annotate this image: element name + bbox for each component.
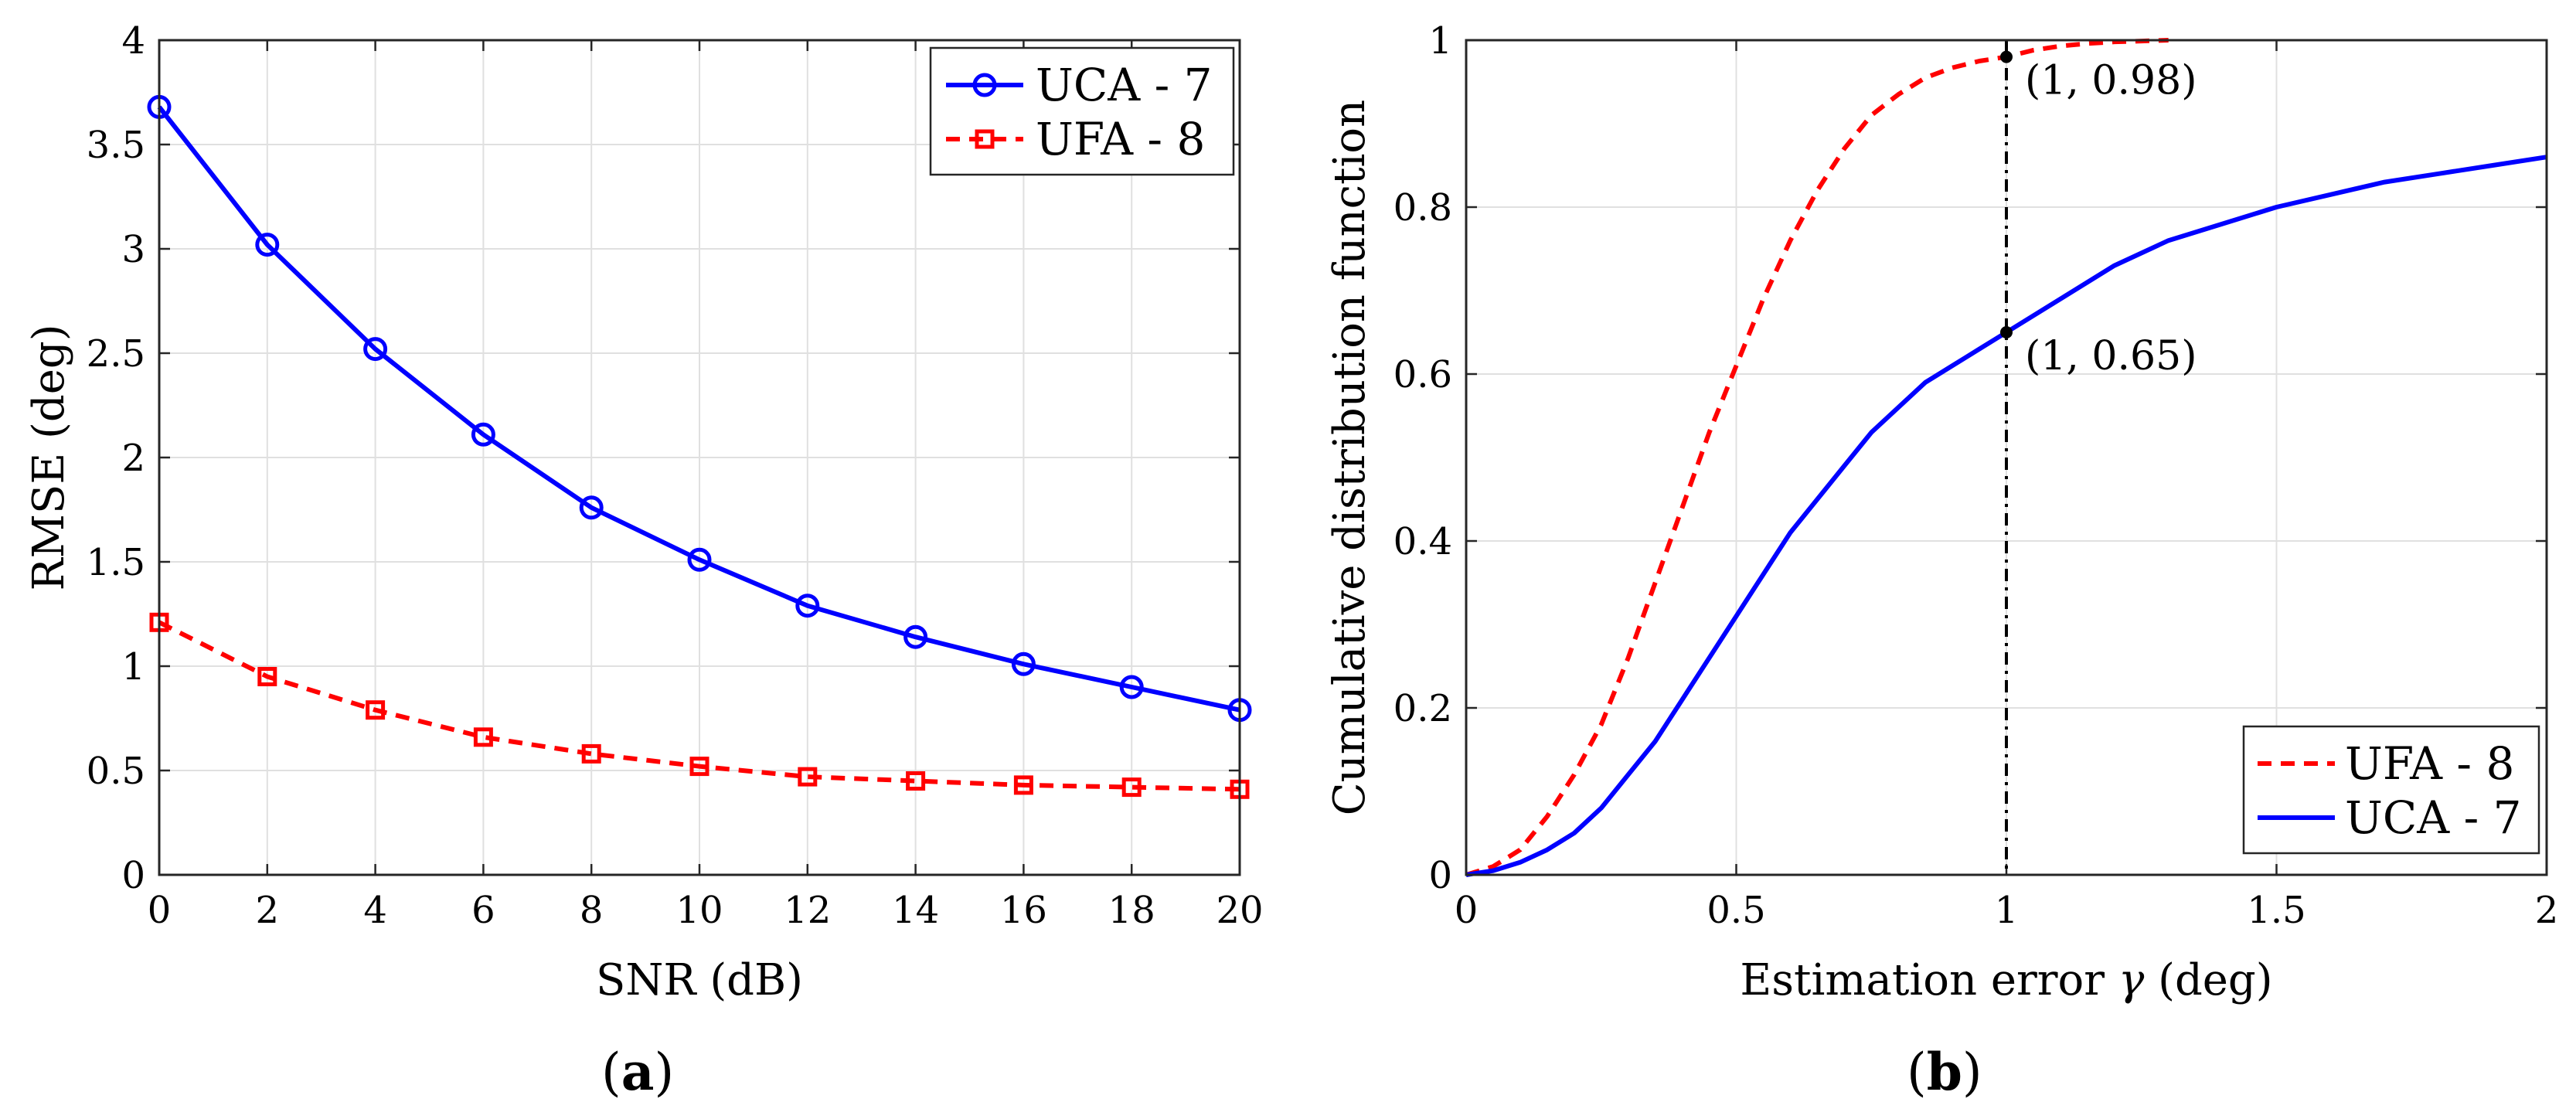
chart-a-ytick-label: 1.5	[87, 541, 145, 584]
chart-b-series-uca-line	[1465, 155, 2547, 877]
chart-a-ytick-label: 0.5	[87, 750, 145, 793]
chart-a-point-uca	[903, 624, 928, 649]
chart-a-legend-label-uca: UCA - 7	[1036, 59, 1213, 111]
chart-a-legend-marker-ufa	[975, 129, 995, 149]
chart-a-series-ufa-line	[158, 620, 1240, 792]
chart-a-ytick-label: 3	[121, 228, 145, 271]
chart-a-xtick-label: 4	[363, 889, 387, 932]
chart-a-ylabel: RMSE (deg)	[24, 324, 74, 590]
chart-a-legend: UCA - 7 UFA - 8	[929, 46, 1235, 176]
chart-a-legend-label-ufa: UFA - 8	[1036, 113, 1205, 165]
chart-a-ytick-label: 3.5	[87, 124, 145, 167]
chart-b-ytick-label: 1	[1428, 19, 1452, 63]
chart-b-tick-labels: 0 0.5 1 1.5 2 0 0.2 0.4 0.6 0.8 1	[1393, 19, 2559, 932]
chart-a-ytick-label: 2.5	[87, 332, 145, 376]
chart-b: (1, 0.98) (1, 0.65) 0 0.5 1 1.5 2 0 0.2 0.4 0.6 0.…	[1325, 19, 2558, 1102]
chart-b-xlabel-symbol: γ	[2118, 955, 2145, 1005]
chart-a-tick-labels: 0 2 4 6 8 10 12 14 16 18 20 0 0.5 1 1.5 2 2.5 3 3.5 4	[87, 19, 1264, 932]
chart-a: 0 2 4 6 8 10 12 14 16 18 20 0 0.5 1 1.5 2 2.5 3 3.5 4 SNR (…	[24, 19, 1264, 1102]
chart-a-point-uca	[471, 422, 495, 447]
chart-a-point-uca	[1011, 651, 1036, 676]
chart-a-legend-marker-uca	[972, 73, 997, 97]
chart-b-xtick-label: 0	[1455, 889, 1479, 932]
chart-b-series	[1465, 38, 2547, 877]
chart-b-panel-letter: b	[1927, 1042, 1962, 1102]
chart-b-series-ufa-line	[1465, 38, 2169, 877]
chart-b-xlabel-unit: (deg)	[2144, 955, 2272, 1005]
chart-b-xtick-label: 1	[1995, 889, 2019, 932]
chart-b-xtick-label: 2	[2535, 889, 2559, 932]
chart-b-annotation-label: (1, 0.98)	[2025, 58, 2197, 104]
chart-a-point-uca	[255, 233, 280, 257]
chart-b-xtick-label: 1.5	[2247, 889, 2305, 932]
chart-a-point-ufa	[581, 743, 601, 764]
chart-b-ytick-label: 0.8	[1393, 186, 1452, 230]
chart-a-point-ufa	[798, 767, 818, 787]
chart-a-series-uca-line	[157, 105, 1240, 713]
chart-a-point-ufa	[257, 667, 277, 686]
chart-b-ytick-label: 0.2	[1393, 687, 1452, 730]
chart-b-annotation-point	[2000, 326, 2013, 338]
chart-b-ylabel: Cumulative distribution function	[1325, 100, 1375, 815]
chart-a-point-ufa	[1013, 775, 1033, 795]
chart-b-annotation-point	[2000, 50, 2013, 63]
chart-a-point-uca	[795, 594, 820, 618]
chart-b-reference: (1, 0.98) (1, 0.65)	[2000, 40, 2197, 875]
chart-b-ytick-label: 0.6	[1393, 353, 1452, 396]
chart-a-ytick-label: 1	[121, 645, 145, 689]
chart-b-panel-label: (b)	[1907, 1042, 1982, 1102]
chart-a-xtick-label: 6	[471, 889, 495, 932]
chart-a-xtick-label: 10	[675, 889, 723, 932]
chart-a-xtick-label: 8	[580, 889, 604, 932]
chart-a-point-ufa	[1121, 777, 1142, 798]
chart-a-point-ufa	[473, 727, 493, 747]
chart-a-point-uca	[1119, 675, 1144, 699]
chart-b-xlabel: Estimation error γ (deg)	[1740, 955, 2272, 1005]
chart-a-xtick-label: 12	[784, 889, 831, 932]
chart-b-legend-label-uca: UCA - 7	[2345, 791, 2522, 844]
chart-a-panel-label: (a)	[601, 1042, 674, 1102]
chart-a-xtick-label: 18	[1108, 889, 1155, 932]
chart-a-point-uca	[363, 337, 388, 362]
chart-a-point-ufa	[689, 757, 710, 777]
chart-b-annotation-label: (1, 0.65)	[2025, 333, 2197, 379]
chart-a-point-ufa	[906, 771, 926, 791]
chart-a-legend-box	[929, 46, 1235, 176]
chart-a-series	[147, 94, 1252, 799]
chart-a-ytick-label: 0	[121, 854, 145, 897]
chart-b-legend: UFA - 8 UCA - 7	[2242, 725, 2540, 855]
chart-a-axes-box	[158, 39, 1241, 876]
chart-b-axes-box	[1465, 39, 2548, 876]
chart-a-xtick-label: 14	[892, 889, 939, 932]
chart-a-ytick-label: 2	[121, 437, 145, 480]
chart-b-legend-box	[2242, 725, 2540, 855]
chart-a-xtick-label: 2	[256, 889, 280, 932]
chart-a-xlabel: SNR (dB)	[596, 955, 803, 1005]
chart-a-point-ufa	[366, 700, 386, 720]
chart-a-panel-letter: a	[621, 1042, 655, 1102]
chart-a-point-uca	[579, 495, 604, 520]
chart-a-xtick-label: 20	[1216, 889, 1263, 932]
chart-a-xtick-label: 16	[1000, 889, 1047, 932]
chart-b-xtick-label: 0.5	[1707, 889, 1765, 932]
chart-a-point-uca	[687, 547, 712, 572]
chart-b-ytick-label: 0	[1428, 854, 1452, 897]
chart-a-xtick-label: 0	[148, 889, 172, 932]
chart-b-ytick-label: 0.4	[1393, 520, 1452, 563]
chart-b-legend-label-ufa: UFA - 8	[2345, 737, 2514, 790]
chart-b-xlabel-text: Estimation error	[1740, 955, 2118, 1005]
chart-a-ytick-label: 4	[121, 19, 145, 63]
